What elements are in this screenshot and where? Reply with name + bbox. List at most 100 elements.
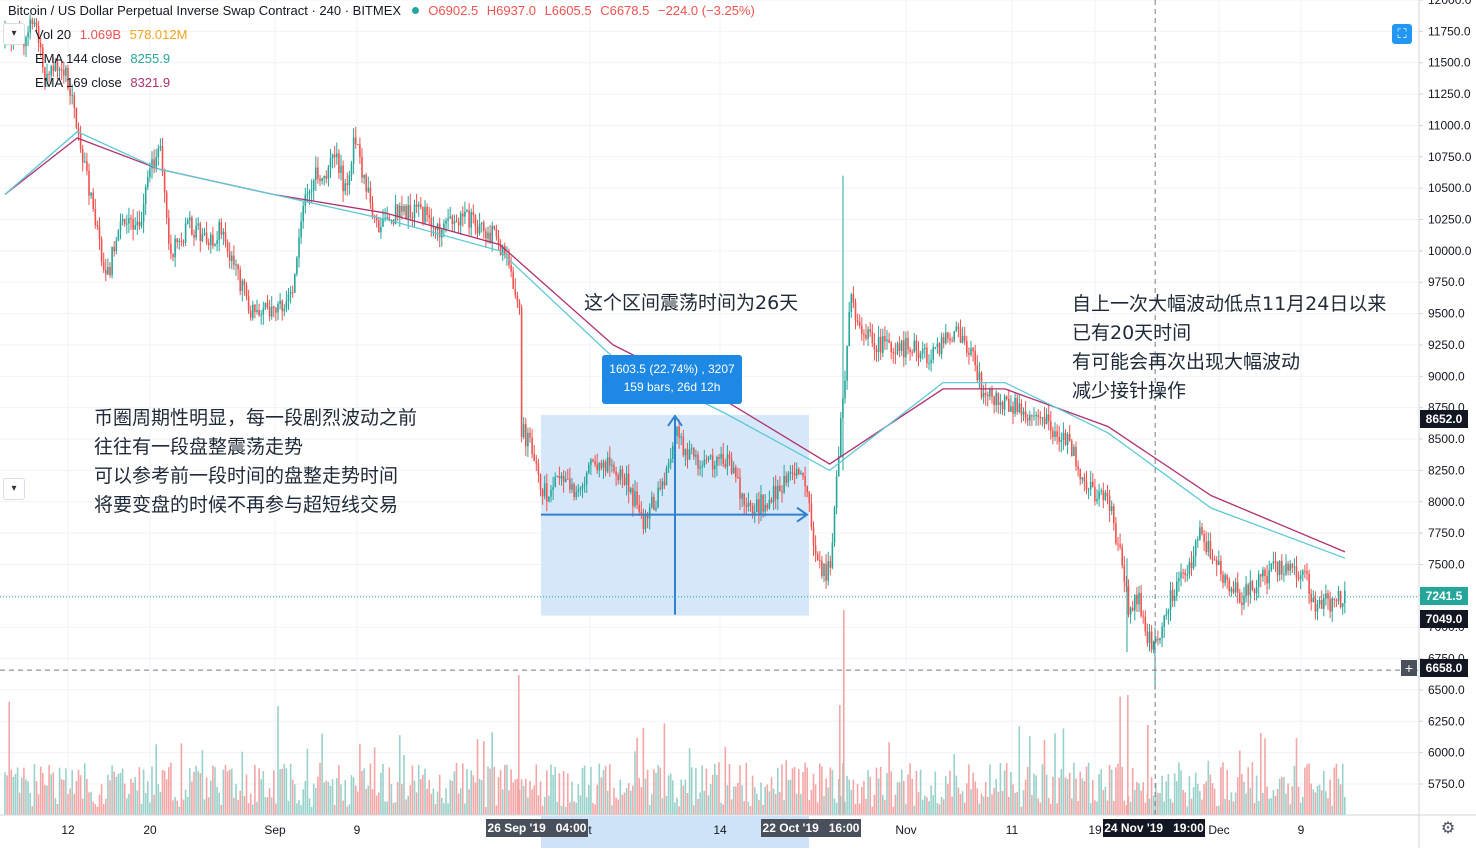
symbol-legend[interactable]: Bitcoin / US Dollar Perpetual Inverse Sw…	[8, 3, 760, 18]
candle-body	[949, 338, 951, 341]
candle-body	[588, 464, 590, 473]
volume-bar	[499, 770, 502, 815]
candle-body	[54, 62, 57, 71]
candle-body	[531, 437, 533, 455]
ohlc-low: L6605.5	[544, 3, 592, 18]
candle-body	[1161, 626, 1163, 639]
volume-bar	[1134, 790, 1136, 815]
volume-bar	[501, 789, 504, 815]
volume-bar	[905, 804, 907, 815]
volume-bar	[627, 783, 630, 815]
candle-body	[1239, 592, 1241, 603]
vol-legend[interactable]: Vol 20 1.069B 578.012M	[35, 27, 192, 42]
candle-body	[812, 527, 815, 546]
candle-body	[632, 488, 634, 507]
volume-bar	[1304, 767, 1306, 815]
volume-bar	[1005, 763, 1008, 815]
candle-body	[745, 505, 748, 507]
candle-body	[260, 314, 262, 316]
measure-tooltip-line1: 1603.5 (22.74%) , 3207	[609, 362, 735, 376]
volume-bar	[571, 781, 573, 815]
volume-bar	[903, 780, 905, 815]
candle-body	[1178, 578, 1180, 582]
candle-body	[518, 301, 521, 308]
collapse-legend-button[interactable]: ▾	[3, 478, 25, 500]
candle-body	[300, 221, 302, 238]
ema169-legend[interactable]: EMA 169 close 8321.9	[35, 75, 175, 90]
volume-bar	[1344, 796, 1346, 815]
candle-body	[705, 459, 708, 461]
candle-body	[1331, 598, 1333, 612]
time-tick-label: 20	[143, 823, 157, 837]
volume-bar	[1041, 764, 1044, 815]
candle-body	[711, 455, 714, 470]
volume-bar	[96, 806, 99, 815]
candle-body	[153, 159, 155, 169]
volume-bar	[1029, 736, 1031, 815]
volume-bar	[926, 797, 928, 815]
volume-bar	[140, 804, 143, 815]
volume-bar	[1003, 770, 1006, 815]
candle-body	[268, 306, 271, 317]
candle-body	[1083, 477, 1086, 482]
volume-bar	[839, 705, 841, 815]
candle-body	[1182, 572, 1184, 574]
candle-body	[829, 561, 832, 568]
candle-body	[480, 222, 483, 224]
candle-body	[466, 210, 468, 212]
left-annotation[interactable]: 币圈周期性明显，每一段剧烈波动之前 往往有一段盘整震荡走势 可以参考前一段时间的…	[94, 404, 417, 520]
candle-body	[984, 392, 987, 395]
volume-bar	[249, 793, 252, 815]
candle-body	[1001, 401, 1004, 410]
candle-body	[1094, 486, 1096, 502]
candle-body	[1226, 575, 1228, 580]
volume-bar	[686, 792, 689, 815]
volume-bar	[827, 787, 829, 815]
volume-bar	[134, 777, 136, 815]
candle-body	[1249, 581, 1252, 596]
candle-body	[1287, 563, 1289, 571]
volume-bar	[483, 741, 485, 815]
candle-body	[35, 22, 38, 27]
candle-body	[485, 231, 487, 239]
settings-button[interactable]: ⚙	[1438, 819, 1458, 839]
candle-body	[844, 380, 846, 399]
volume-bar	[155, 744, 157, 815]
legend-toggle-button[interactable]: ▾	[3, 23, 25, 45]
candle-body	[835, 476, 838, 508]
candle-body	[44, 67, 46, 81]
candle-body	[900, 340, 903, 351]
candle-body	[449, 216, 451, 219]
volume-bar	[575, 802, 577, 815]
range-annotation[interactable]: 这个区间震荡时间为26天	[584, 292, 799, 314]
volume-bar	[1331, 805, 1333, 815]
candle-body	[1127, 586, 1130, 615]
volume-bar	[1289, 804, 1291, 815]
volume-bar	[638, 777, 640, 815]
ema144-legend[interactable]: EMA 144 close 8255.9	[35, 51, 175, 66]
volume-bar	[518, 675, 520, 815]
right-annotation[interactable]: 自上一次大幅波动低点11月24日以来 已有20天时间 有可能会再次出现大幅波动 …	[1072, 290, 1386, 406]
volume-bar	[302, 789, 304, 815]
candle-body	[701, 465, 703, 467]
candle-body	[285, 301, 288, 309]
candle-body	[556, 475, 559, 478]
candle-body	[159, 146, 162, 149]
volume-bar	[474, 782, 477, 815]
fullscreen-button[interactable]: ⛶	[1392, 24, 1412, 44]
volume-bar	[46, 785, 48, 815]
candle-body	[697, 454, 699, 469]
candle-body	[361, 156, 363, 178]
candle-body	[329, 158, 332, 168]
volume-bar	[798, 769, 800, 815]
candle-body	[96, 224, 99, 227]
add-alert-button[interactable]: +	[1401, 660, 1417, 676]
volume-bar	[806, 767, 808, 815]
left-note-line: 将要变盘的时候不再参与超短线交易	[94, 494, 399, 516]
candle-body	[772, 486, 775, 503]
candle-body	[793, 473, 796, 476]
candle-body	[516, 295, 519, 302]
volume-bar	[869, 776, 871, 815]
